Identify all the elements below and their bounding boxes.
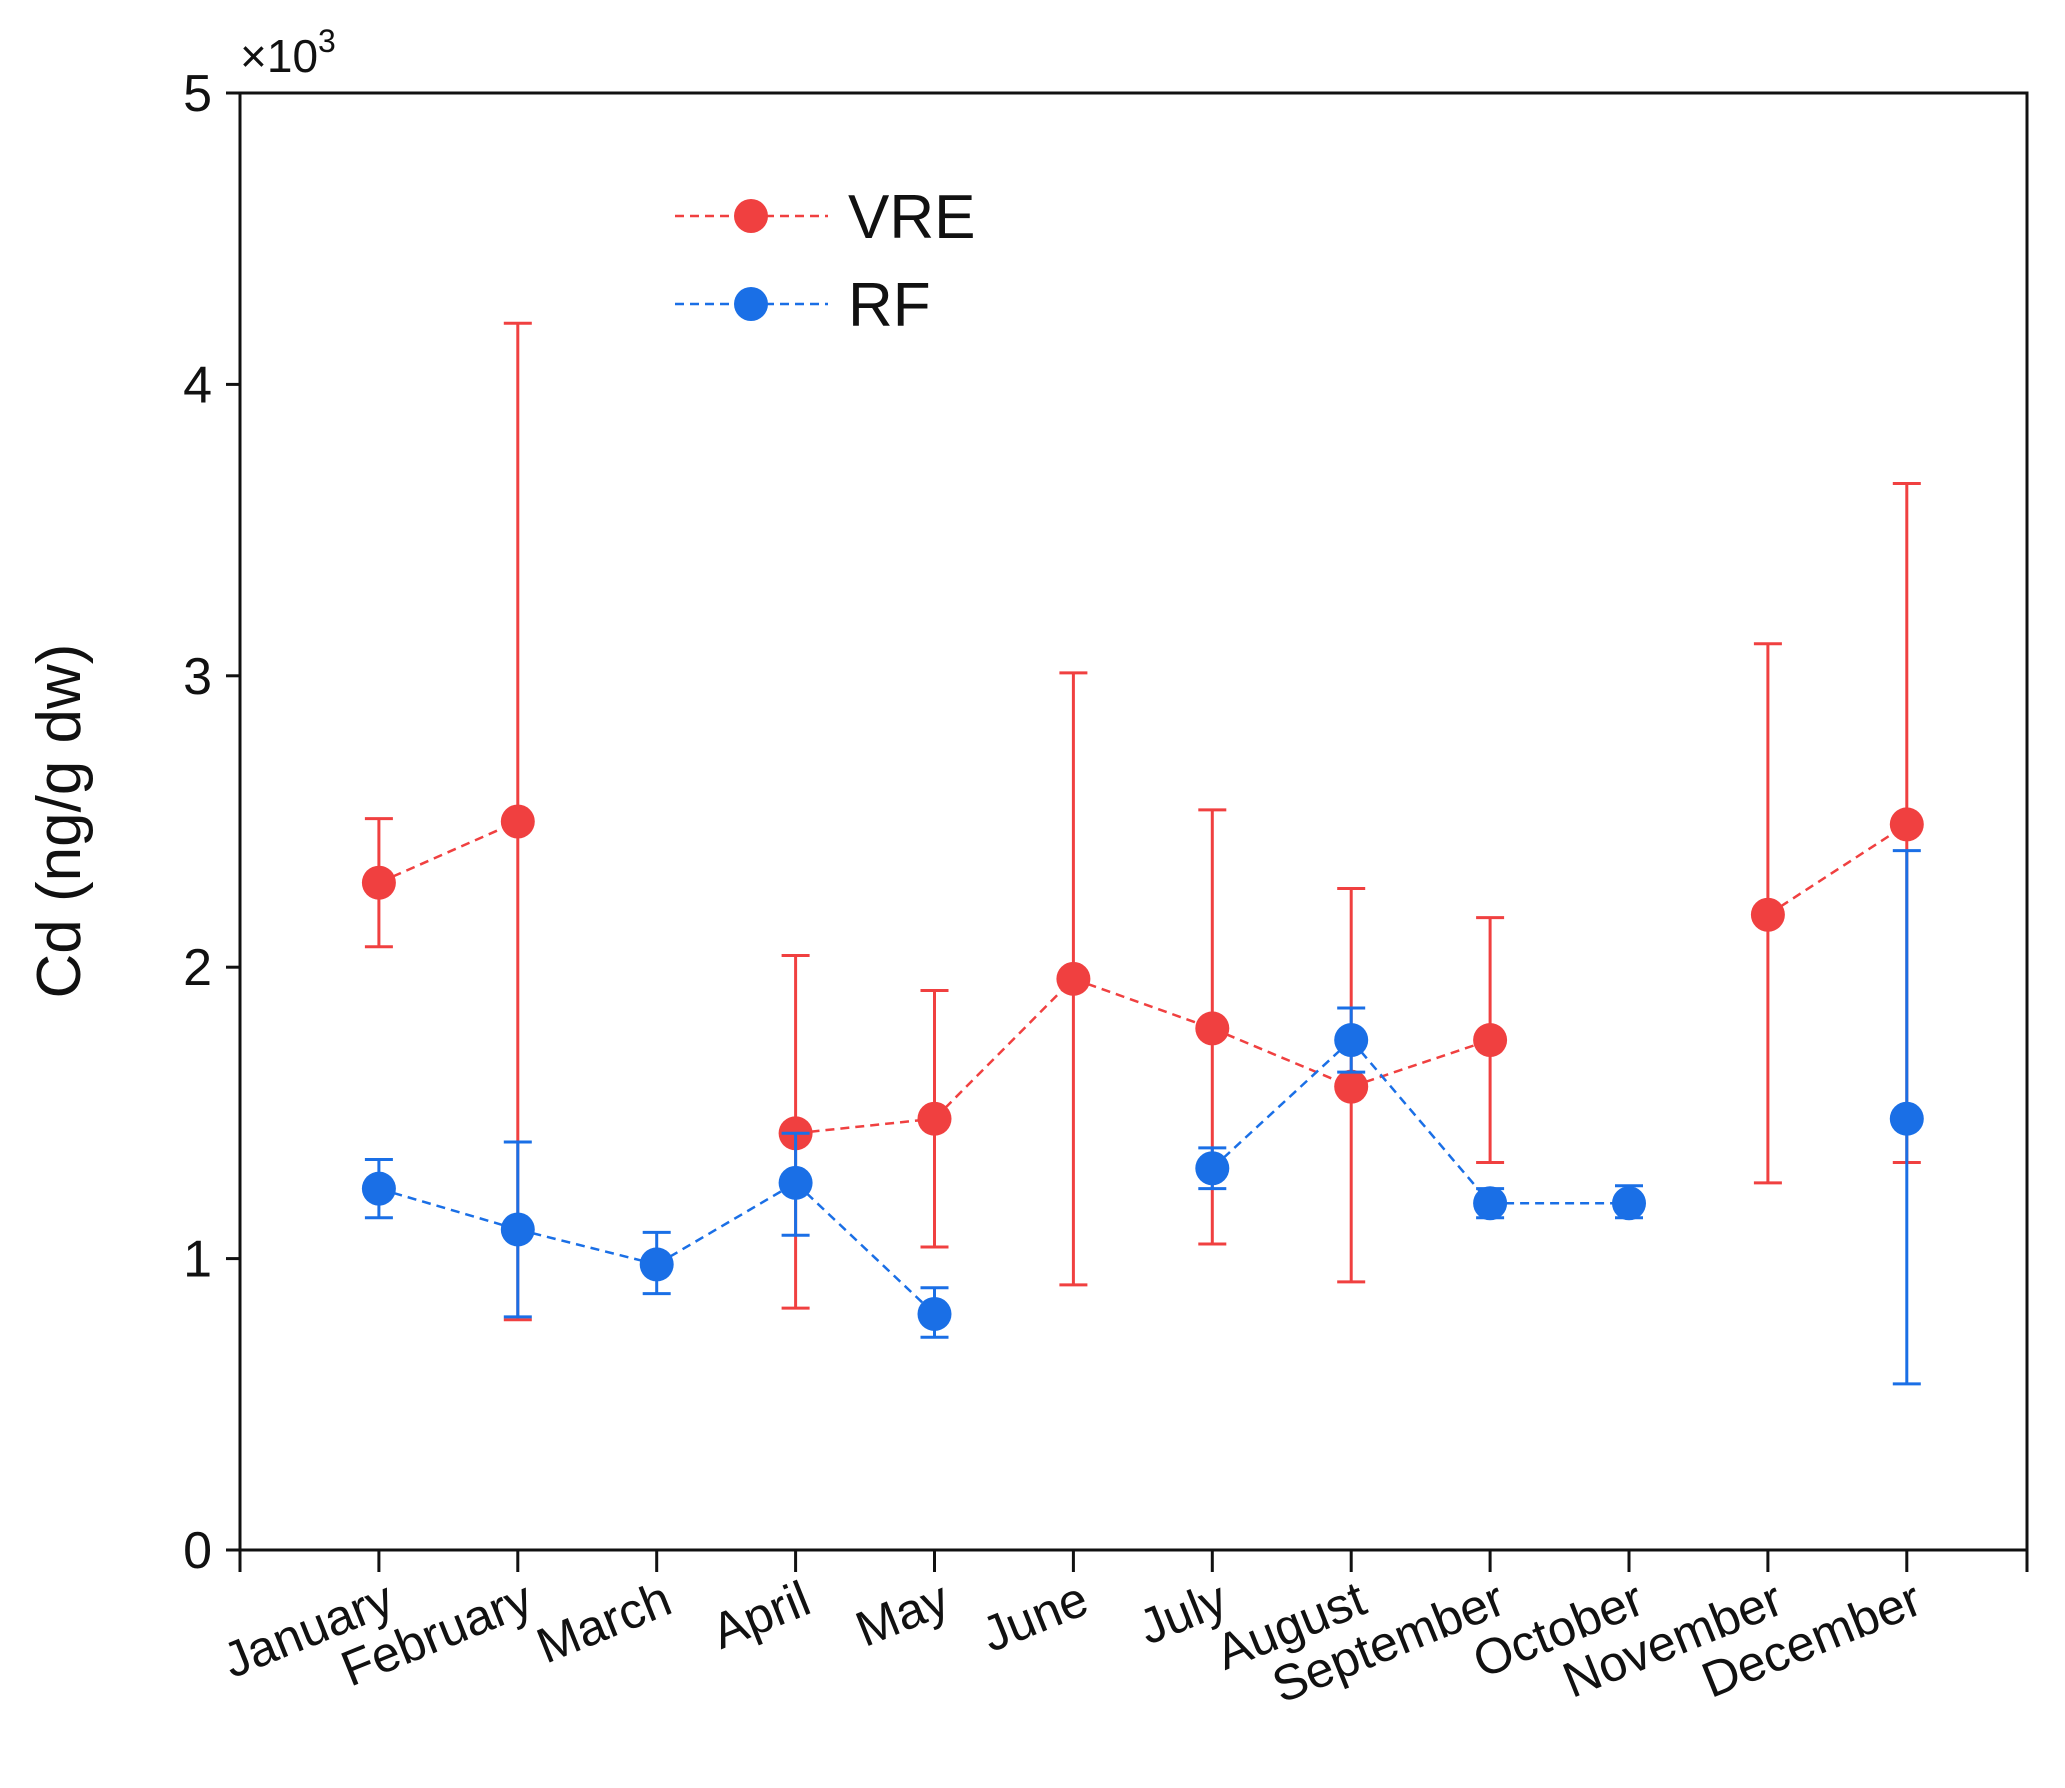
x-tick-label: March <box>529 1570 679 1674</box>
y-tick-label: 0 <box>183 1522 212 1580</box>
series-line-segment <box>1767 823 1908 916</box>
data-point <box>361 865 396 900</box>
series-line-segment <box>1072 977 1213 1030</box>
data-point <box>1195 1151 1230 1186</box>
legend-label: VRE <box>848 183 975 252</box>
series-line-segment <box>378 1187 519 1231</box>
series-rf <box>361 849 1924 1386</box>
series-line-segment <box>378 820 519 884</box>
data-point <box>917 1101 952 1136</box>
series-layer <box>361 321 1924 1386</box>
y-tick-label: 2 <box>183 939 212 997</box>
y-tick-label: 4 <box>183 356 212 414</box>
y-multiplier-exp: 3 <box>318 23 336 59</box>
series-line-segment <box>795 1117 935 1135</box>
data-point <box>917 1296 952 1331</box>
legend-marker <box>734 287 768 321</box>
data-point <box>1750 897 1785 932</box>
data-point <box>500 1212 535 1247</box>
y-multiplier: ×103 <box>240 23 336 82</box>
y-axis-label: Cd (ng/g dw) <box>25 644 94 999</box>
y-tick-label: 5 <box>183 65 212 123</box>
data-point <box>778 1165 813 1200</box>
legend: VRE RF <box>675 183 975 340</box>
series-line-segment <box>794 1181 936 1315</box>
series-line-segment <box>1350 1038 1491 1088</box>
series-line-segment <box>517 1228 658 1266</box>
data-point <box>500 804 535 839</box>
series-line-segment <box>1211 1039 1353 1170</box>
data-point <box>1056 961 1091 996</box>
data-point <box>1889 1101 1924 1136</box>
series-line-segment <box>1211 1027 1352 1088</box>
x-tick-label: May <box>848 1570 957 1657</box>
plot-frame <box>238 91 2029 1552</box>
series-line-segment <box>656 1181 797 1266</box>
y-tick-label: 3 <box>183 648 212 706</box>
legend-marker <box>734 199 768 233</box>
data-point <box>639 1247 674 1282</box>
data-point <box>1473 1186 1508 1221</box>
series-line-segment <box>1350 1039 1492 1205</box>
legend-label: RF <box>848 271 931 340</box>
y-axis-ticks: 0 1 2 3 4 5 <box>183 65 240 1580</box>
x-tick-label: June <box>974 1570 1096 1663</box>
data-point <box>1612 1186 1646 1221</box>
data-point <box>1334 1023 1369 1058</box>
series-vre <box>361 321 1924 1322</box>
data-point <box>361 1171 396 1206</box>
y-tick-label: 1 <box>183 1231 212 1289</box>
data-point <box>1473 1023 1508 1058</box>
data-point <box>1889 807 1924 842</box>
series-line-segment <box>933 977 1075 1120</box>
x-tick-label: April <box>704 1570 818 1659</box>
data-point <box>1195 1011 1230 1046</box>
data-point <box>1334 1069 1369 1104</box>
